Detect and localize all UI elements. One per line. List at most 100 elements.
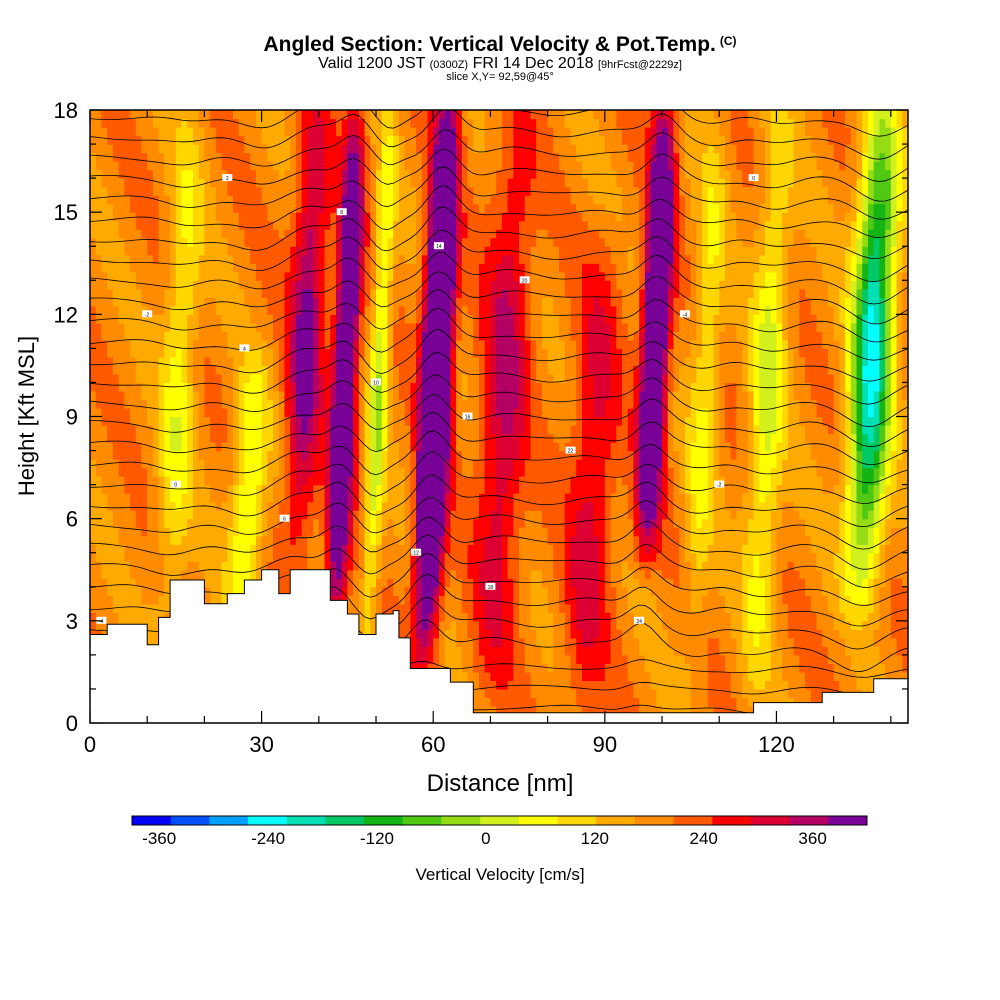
velocity-cell [335,527,343,537]
velocity-cell [673,433,680,443]
velocity-cell [124,425,131,435]
velocity-cell [713,450,720,460]
velocity-cell [387,578,394,588]
velocity-cell [496,705,503,716]
velocity-cell [696,535,703,545]
velocity-cell [782,484,789,494]
velocity-cell [370,442,377,452]
velocity-cell [376,518,383,528]
velocity-cell [810,595,818,605]
velocity-cell [496,501,503,511]
velocity-cell [862,680,869,690]
velocity-cell [736,654,743,664]
velocity-cell [513,561,520,571]
velocity-cell [461,586,469,596]
velocity-cell [461,442,469,452]
velocity-cell [210,561,217,571]
velocity-cell [90,569,97,579]
velocity-cell [370,595,377,605]
velocity-cell [273,425,280,435]
velocity-cell [724,527,732,537]
velocity-cell [433,629,440,639]
velocity-cell [461,476,469,486]
velocity-cell [587,654,594,664]
velocity-cell [335,586,343,596]
velocity-cell [656,442,663,452]
velocity-cell [644,561,652,571]
velocity-cell [370,535,377,545]
velocity-cell [873,569,880,579]
velocity-cell [335,544,343,554]
velocity-cell [879,671,886,682]
velocity-cell [822,680,829,690]
velocity-cell [398,612,406,622]
velocity-cell [885,637,892,647]
velocity-cell [541,646,549,656]
velocity-cell [873,603,880,613]
velocity-cell [559,442,566,452]
velocity-cell [490,637,497,647]
velocity-cell [353,450,360,460]
velocity-cell [667,544,675,554]
velocity-cell [404,467,411,477]
velocity-cell [404,476,411,486]
velocity-cell [707,654,715,664]
velocity-cell [141,535,148,545]
velocity-cell [742,425,749,435]
velocity-cell [816,459,823,469]
velocity-cell [633,688,640,699]
velocity-cell [770,637,778,647]
velocity-cell [221,527,228,537]
velocity-cell [559,561,566,571]
velocity-cell [805,603,812,613]
velocity-cell [410,493,417,503]
velocity-cell [95,501,103,511]
velocity-cell [570,680,577,690]
velocity-cell [278,552,286,562]
velocity-cell [702,561,709,571]
velocity-cell [433,467,440,477]
velocity-cell [816,637,823,647]
velocity-cell [713,688,720,699]
velocity-cell [301,425,308,435]
velocity-cell [456,535,463,545]
velocity-cell [564,603,572,613]
velocity-cell [536,654,543,664]
velocity-cell [461,501,469,511]
velocity-cell [822,595,829,605]
velocity-cell [95,595,103,605]
velocity-cell [295,476,303,486]
velocity-cell [541,620,549,630]
velocity-cell [358,510,366,520]
velocity-cell [782,595,789,605]
velocity-cell [152,433,160,443]
velocity-cell [318,442,326,452]
velocity-cell [621,552,629,562]
velocity-cell [890,578,898,588]
velocity-cell [152,603,160,613]
velocity-cell [650,493,657,503]
velocity-cell [524,459,532,469]
velocity-cell [736,493,743,503]
velocity-cell [650,569,657,579]
velocity-cell [610,705,617,716]
velocity-cell [118,603,125,613]
velocity-cell [850,552,858,562]
velocity-cell [507,603,514,613]
velocity-cell [353,425,360,435]
velocity-cell [478,544,486,554]
velocity-cell [559,544,566,554]
velocity-cell [736,484,743,494]
velocity-cell [513,663,520,673]
velocity-cell [873,527,880,537]
velocity-cell [393,569,400,579]
velocity-cell [587,561,594,571]
velocity-cell [902,646,908,656]
velocity-cell [444,484,451,494]
velocity-cell [662,629,669,639]
velocity-cell [799,646,806,656]
velocity-cell [501,697,509,707]
velocity-cell [496,425,503,435]
velocity-cell [724,518,732,528]
velocity-cell [793,595,800,605]
